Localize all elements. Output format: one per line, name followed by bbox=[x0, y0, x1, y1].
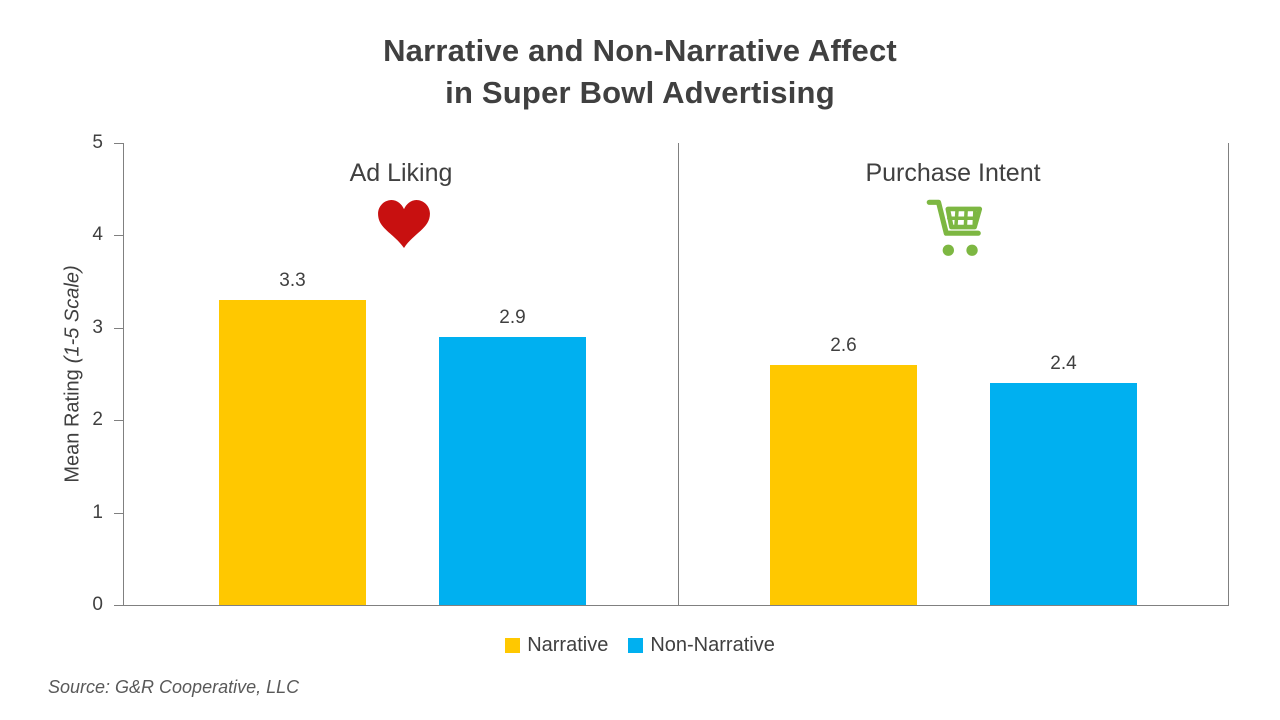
heart-icon bbox=[378, 200, 430, 248]
bar-narrative-purchase-intent bbox=[770, 364, 917, 605]
source-credit: Source: G&R Cooperative, LLC bbox=[48, 677, 300, 697]
non-narrative-swatch-icon bbox=[628, 637, 644, 653]
y-tick-mark bbox=[114, 513, 123, 514]
y-tick-label-2: 2 bbox=[92, 409, 103, 430]
bar-non-narrative-ad-liking bbox=[439, 337, 586, 605]
y-tick-mark bbox=[114, 235, 123, 236]
legend-label-narrative: Narrative bbox=[527, 633, 609, 656]
bar-value-label: 2.9 bbox=[499, 307, 526, 328]
y-tick-label-1: 1 bbox=[92, 502, 103, 523]
panel-label-purchase-intent: Purchase Intent bbox=[865, 159, 1041, 187]
y-tick-mark bbox=[114, 143, 123, 144]
bar-value-label: 2.4 bbox=[1050, 353, 1077, 375]
y-tick-label-4: 4 bbox=[92, 224, 103, 245]
bar-narrative-ad-liking bbox=[219, 300, 366, 605]
legend-label-non-narrative: Non-Narrative bbox=[650, 633, 775, 656]
chart-title-line1: Narrative and Non-Narrative Affect bbox=[383, 33, 897, 68]
legend-item-non-narrative: Non-Narrative bbox=[628, 633, 775, 657]
bar-non-narrative-purchase-intent bbox=[990, 383, 1137, 605]
panel-label-ad-liking: Ad Liking bbox=[349, 159, 453, 187]
y-axis-title-scale-text: (1-5 Scale) bbox=[61, 265, 84, 364]
chart-title: Narrative and Non-Narrative Affect in Su… bbox=[0, 30, 1280, 114]
y-tick-label-0: 0 bbox=[92, 594, 103, 615]
legend-item-narrative: Narrative bbox=[505, 634, 608, 657]
bar-value-label: 2.6 bbox=[830, 334, 857, 356]
plot-area: Ad Liking Purchase Intent 3.3 bbox=[123, 143, 1229, 606]
narrative-swatch-icon bbox=[505, 637, 521, 653]
y-axis-title: Mean Rating(1-5 Scale) bbox=[62, 265, 85, 482]
cart-icon bbox=[921, 193, 987, 259]
bar-value-label: 3.3 bbox=[279, 270, 306, 292]
y-tick-mark bbox=[114, 328, 123, 329]
y-tick-mark bbox=[114, 605, 123, 606]
chart-legend: Narrative Non-Narrative bbox=[0, 631, 1280, 659]
y-tick-mark bbox=[114, 420, 123, 421]
y-tick-label-5: 5 bbox=[92, 132, 103, 153]
y-tick-label-3: 3 bbox=[92, 317, 103, 338]
panel-divider-line bbox=[678, 143, 679, 605]
chart-title-line2: in Super Bowl Advertising bbox=[445, 75, 835, 110]
